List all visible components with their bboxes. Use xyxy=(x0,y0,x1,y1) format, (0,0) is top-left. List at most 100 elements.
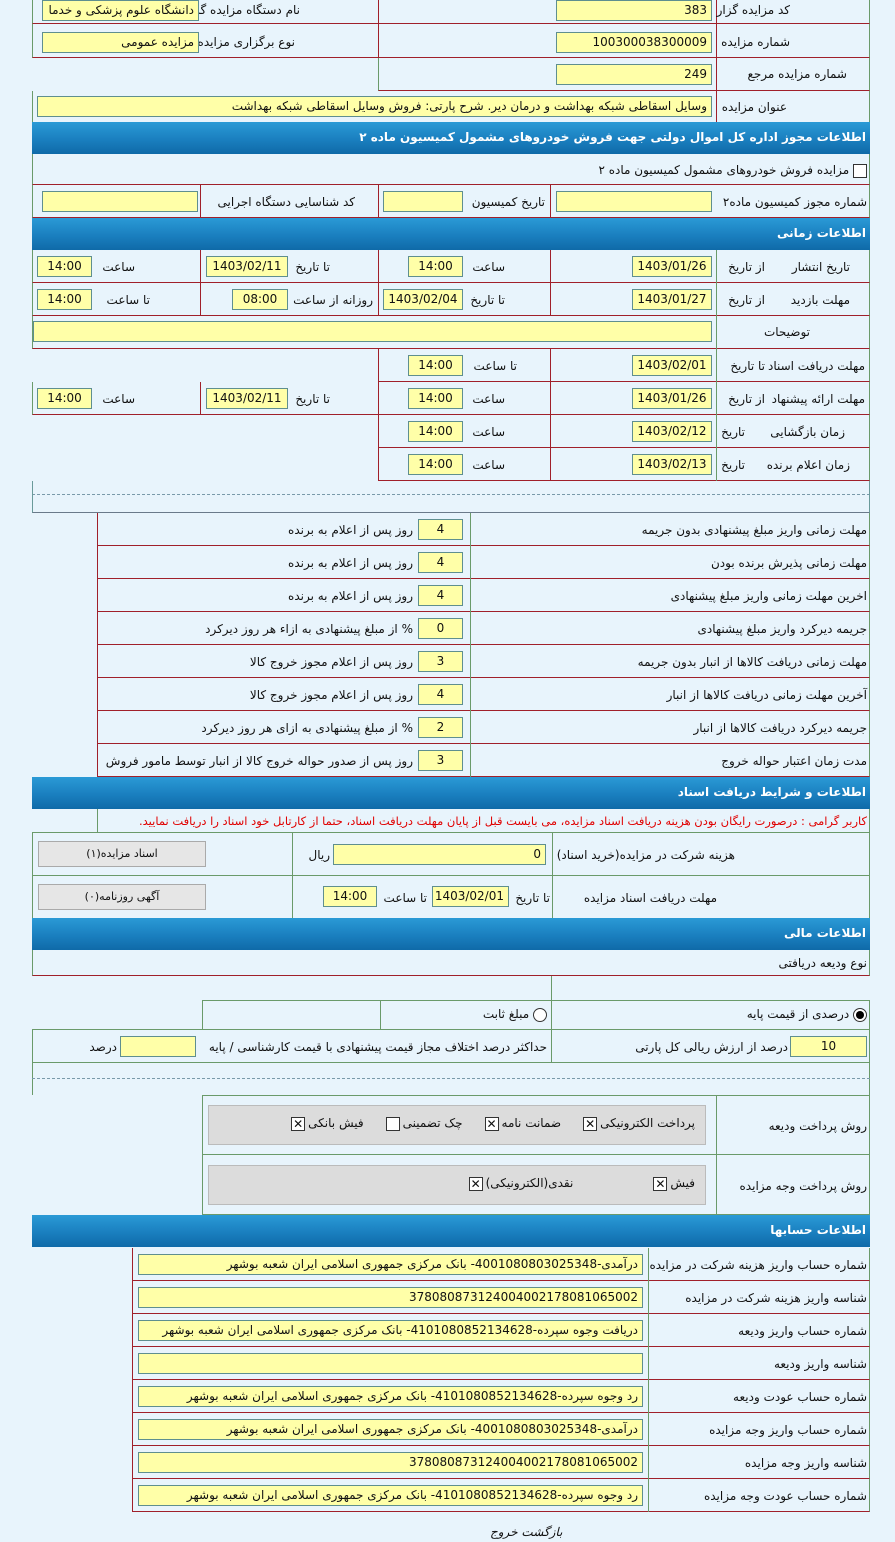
offer-to-field[interactable]: 1403/02/11 xyxy=(206,388,288,409)
winner-date-field[interactable]: 1403/02/13 xyxy=(632,454,712,475)
offer-to-time-field[interactable]: 14:00 xyxy=(37,388,92,409)
time-label: ساعت xyxy=(472,260,505,274)
publish-to-field[interactable]: 1403/02/11 xyxy=(206,256,288,277)
newspaper-ad-button[interactable]: آگهی روزنامه(۰) xyxy=(38,884,206,910)
auction-no-field[interactable]: 100300038300009 xyxy=(556,32,712,53)
account-field[interactable]: رد وجوه سپرده-4101080852134628- بانک مرک… xyxy=(138,1485,643,1506)
account-row xyxy=(132,1248,870,1281)
timing-header: اطلاعات زمانی xyxy=(32,218,870,250)
account-field[interactable]: 378080873124004002178081065002 xyxy=(138,1452,643,1473)
method-checkbox[interactable]: پرداخت الکترونیکی✕ xyxy=(583,1116,695,1131)
org-name-field[interactable]: دانشگاه علوم پزشکی و خدما xyxy=(42,0,199,21)
deadline-label: مدت زمان اعتبار حواله خروج xyxy=(721,754,867,768)
deposit-type-label: نوع ودیعه دریافتی xyxy=(778,956,867,970)
deadline-unit: روز پس از اعلام مجوز خروج کالا xyxy=(249,688,413,702)
deadline-unit: % از مبلغ پیشنهادی به ازاء هر روز دیرکرد xyxy=(205,622,413,636)
to-date-label: تا تاریخ xyxy=(295,260,330,274)
offer-from-time-field[interactable]: 14:00 xyxy=(408,388,463,409)
exec-id-field[interactable] xyxy=(42,191,198,212)
fee-field[interactable]: 0 xyxy=(333,844,546,865)
account-label: شناسه واریز ودیعه xyxy=(773,1357,867,1371)
method-checkbox[interactable]: فیش بانکی✕ xyxy=(291,1116,364,1131)
method-checkbox[interactable]: نقدی(الکترونیکی)✕ xyxy=(468,1176,573,1191)
deadline-row xyxy=(97,579,870,612)
publish-from-field[interactable]: 1403/01/26 xyxy=(632,256,712,277)
account-field[interactable]: 378080873124004002178081065002 xyxy=(138,1287,643,1308)
back-link[interactable]: بازگشت xyxy=(521,1525,563,1539)
radio-label: مبلغ ثابت xyxy=(482,1007,530,1021)
checked-box-icon[interactable]: ✕ xyxy=(468,1176,483,1191)
visit-to-field[interactable]: 1403/02/04 xyxy=(383,289,463,310)
account-field[interactable]: دریافت وجوه سپرده-4101080852134628- بانک… xyxy=(138,1320,643,1341)
payment-methods-box xyxy=(208,1165,706,1205)
account-row xyxy=(132,1281,870,1314)
notes-field[interactable] xyxy=(33,321,712,342)
exit-link[interactable]: خروج xyxy=(490,1525,518,1539)
checked-box-icon[interactable]: ✕ xyxy=(583,1116,598,1131)
account-field[interactable]: درآمدی-4001080803025348- بانک مرکزی جمهو… xyxy=(138,1419,643,1440)
account-row xyxy=(132,1446,870,1479)
docs-to-time-field[interactable]: 14:00 xyxy=(408,355,463,376)
docs-deadline-label: مهلت دریافت اسناد xyxy=(767,359,865,373)
permit-no-field[interactable] xyxy=(556,191,712,212)
opening-time-field[interactable]: 14:00 xyxy=(408,421,463,442)
org-name-label: نام دستگاه مزایده گزار xyxy=(184,3,300,17)
deadline-label: جریمه دیرکرد دریافت کالاها از انبار xyxy=(693,721,867,735)
type-field[interactable]: مزایده عمومی xyxy=(42,32,199,53)
unchecked-box-icon[interactable] xyxy=(385,1116,400,1131)
method-checkbox[interactable]: چک تضمینی xyxy=(385,1116,463,1131)
divider xyxy=(716,0,717,123)
commission-checkbox[interactable]: مزایده فروش خودروهای مشمول کمیسیون ماده … xyxy=(598,160,867,180)
account-field[interactable] xyxy=(138,1353,643,1374)
max-diff-field[interactable] xyxy=(120,1036,196,1057)
account-field[interactable]: رد وجوه سپرده-4101080852134628- بانک مرک… xyxy=(138,1386,643,1407)
docs-deadline-date-field[interactable]: 1403/02/01 xyxy=(432,886,509,907)
offer-from-field[interactable]: 1403/01/26 xyxy=(632,388,712,409)
deadline-field[interactable]: 4 xyxy=(418,519,463,540)
general-row-3 xyxy=(378,58,870,91)
org-code-field[interactable]: 383 xyxy=(556,0,712,21)
auction-docs-button[interactable]: اسناد مزایده(۱) xyxy=(38,841,206,867)
publish-to-time-field[interactable]: 14:00 xyxy=(37,256,92,277)
method-checkbox[interactable]: ضمانت نامه✕ xyxy=(484,1116,561,1131)
docs-to-field[interactable]: 1403/02/01 xyxy=(632,355,712,376)
deadline-field[interactable]: 3 xyxy=(418,651,463,672)
radio-unchecked-icon[interactable] xyxy=(533,1007,547,1022)
method-checkbox[interactable]: فیش✕ xyxy=(653,1176,695,1191)
account-row xyxy=(132,1479,870,1512)
to-date-label: تا تاریخ xyxy=(470,293,505,307)
checked-box-icon[interactable]: ✕ xyxy=(484,1116,499,1131)
checked-box-icon[interactable]: ✕ xyxy=(653,1176,668,1191)
deadline-field[interactable]: 4 xyxy=(418,552,463,573)
deadline-field[interactable]: 2 xyxy=(418,717,463,738)
publish-from-time-field[interactable]: 14:00 xyxy=(408,256,463,277)
deadline-field[interactable]: 4 xyxy=(418,684,463,705)
deadline-field[interactable]: 3 xyxy=(418,750,463,771)
account-label: شناسه واریز هزینه شرکت در مزایده xyxy=(685,1291,867,1305)
checkbox-icon[interactable] xyxy=(853,163,867,178)
deadline-field[interactable]: 4 xyxy=(418,585,463,606)
checked-box-icon[interactable]: ✕ xyxy=(291,1116,306,1131)
deadline-field[interactable]: 0 xyxy=(418,618,463,639)
date-label: تاریخ xyxy=(721,458,745,472)
radio-fixed[interactable]: مبلغ ثابت xyxy=(483,1004,547,1024)
title-field[interactable]: وسایل اسقاطی شبکه بهداشت و درمان دیر. شر… xyxy=(37,96,712,117)
method-label: چک تضمینی xyxy=(402,1116,463,1130)
percent-field[interactable]: 10 xyxy=(790,1036,867,1057)
visit-to-time-field[interactable]: 14:00 xyxy=(37,289,92,310)
to-time-label: تا ساعت xyxy=(473,359,517,373)
visit-from-field[interactable]: 1403/01/27 xyxy=(632,289,712,310)
visit-daily-from-field[interactable]: 08:00 xyxy=(232,289,288,310)
radio-percent[interactable]: درصدی از قیمت پایه xyxy=(747,1004,867,1024)
commission-date-field[interactable] xyxy=(383,191,463,212)
commission-checkbox-row xyxy=(32,154,870,185)
notes-label: توضیحات xyxy=(763,325,810,339)
account-field[interactable]: درآمدی-4001080803025348- بانک مرکزی جمهو… xyxy=(138,1254,643,1275)
winner-time-field[interactable]: 14:00 xyxy=(408,454,463,475)
general-row-2 xyxy=(32,24,870,58)
docs-deadline-time-field[interactable]: 14:00 xyxy=(323,886,377,907)
radio-checked-icon[interactable] xyxy=(853,1007,867,1022)
ref-no-field[interactable]: 249 xyxy=(556,64,712,85)
account-row xyxy=(132,1380,870,1413)
opening-date-field[interactable]: 1403/02/12 xyxy=(632,421,712,442)
